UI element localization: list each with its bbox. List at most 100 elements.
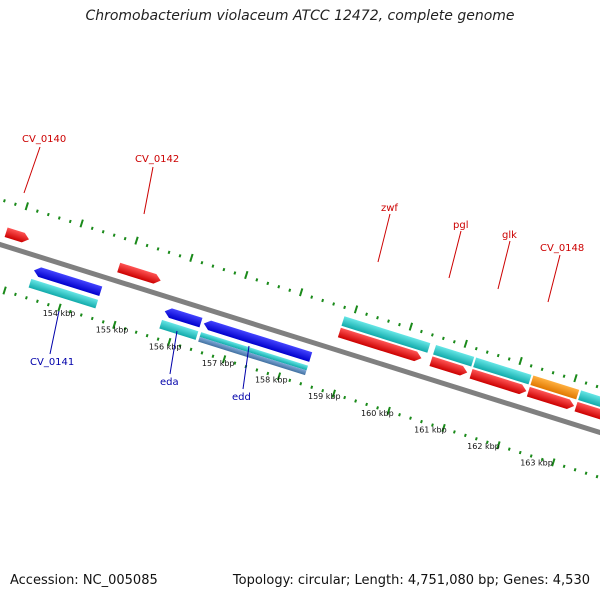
inner-tick-mark [496,441,501,450]
outer-tick-mark [496,353,500,358]
kbp-tick-label: 154 kbp [43,309,76,318]
label-cv0140: CV_0140 [22,134,66,145]
inner-tick-mark [420,419,423,424]
outer-tick-mark [551,371,555,375]
outer-tick-mark [244,270,249,280]
kbp-tick-label: 156 kbp [149,342,182,351]
inner-tick-mark [57,303,62,312]
outer-tick-mark [3,199,6,203]
gene-glk[interactable] [469,368,528,396]
outer-tick-mark [584,381,588,385]
outer-tick-mark [167,250,171,255]
outer-tick-mark [321,298,325,303]
inner-tick-mark [221,355,227,364]
inner-tick-mark [46,302,50,307]
inner-tick-mark [200,351,204,355]
outer-tick-mark [178,254,182,258]
inner-tick-mark [178,344,182,348]
map-title: Chromobacterium violaceum ATCC 12472, co… [85,8,515,24]
outer-tick-mark [507,357,511,361]
outer-tick-mark [46,212,50,217]
inner-tick-mark [123,327,127,331]
outer-tick-mark [266,281,270,286]
inner-tick-mark [25,296,28,300]
inner-tick-mark [343,395,347,400]
kbp-tick-label: 162 kbp [467,442,500,451]
inner-tick-mark [101,320,105,324]
inner-tick-mark [584,471,588,475]
cds-end [578,390,600,412]
feature-orange [530,375,580,400]
outer-tick-mark [233,271,237,275]
inner-tick-mark [474,437,478,441]
outer-tick-mark [101,230,105,234]
kbp-tick-label: 158 kbp [255,376,288,385]
inner-tick-mark [507,447,511,451]
label-cv0142: CV_0142 [135,154,179,165]
bottom-leader-lines [49,310,250,390]
inner-tick-mark [562,464,566,469]
outer-tick-mark [485,350,489,354]
gene-eda[interactable] [163,307,203,328]
gene-cv0142[interactable] [117,262,162,286]
inner-tick-mark [68,309,72,314]
inner-tick-mark [167,337,172,347]
inner-tick-mark [134,330,138,334]
inner-tick-mark [14,292,17,297]
outer-tick-mark [573,374,578,383]
gene-zwf[interactable] [337,327,423,363]
kbp-tick-label: 157 kbp [202,359,235,368]
outer-tick-mark [13,202,17,206]
inner-tick-mark [189,347,193,352]
inner-tick-mark [540,457,544,462]
outer-tick-mark [365,312,368,317]
inner-tick-mark [112,320,117,329]
inner-tick-mark [431,423,434,427]
inner-tick-mark [595,474,599,479]
outer-tick-mark [474,346,478,351]
inner-tick-mark [233,361,237,365]
outer-tick-mark [540,367,544,372]
inner-tick-mark [211,354,215,359]
inner-tick-mark [35,299,39,303]
outer-tick-mark [24,202,29,211]
outer-tick-mark [529,364,533,368]
gene-cv0148[interactable] [526,386,576,411]
cds-glk [473,357,532,385]
inner-tick-mark [255,368,259,372]
label-eda: eda [160,377,179,388]
cds-pgl [433,344,475,367]
kbp-tick-labels: 154 kbp 155 kbp 156 kbp 157 kbp 158 kbp 159 k… [43,309,553,468]
outer-tick-mark [387,319,390,323]
gene-pgl[interactable] [429,356,468,377]
genome-summary-text: Topology: circular; Length: 4,751,080 bp… [232,573,590,588]
inner-tick-mark [321,388,325,393]
gene-edd[interactable] [202,319,313,362]
gene-cv0140[interactable] [4,227,31,244]
gene-end[interactable] [574,401,600,426]
outer-tick-mark [68,219,72,224]
inner-tick-mark [529,454,533,458]
inner-tick-mark [288,378,292,383]
outer-tick-mark [332,302,336,306]
outer-tick-mark [189,253,194,262]
kbp-tick-label: 159 kbp [308,392,341,401]
inner-tick-mark [398,413,401,417]
outer-tick-mark [343,305,347,310]
outer-tick-mark [288,288,292,292]
gene-cv0141[interactable] [32,266,103,297]
outer-tick-mark [156,247,160,251]
outer-tick-mark [420,329,423,334]
outer-tick-mark [134,236,139,245]
outer-tick-mark [211,264,215,268]
inner-tick-mark [551,458,556,467]
inner-tick-mark [266,371,270,376]
top-leader-lines [23,146,561,303]
outer-tick-mark [310,295,314,299]
kbp-tick-label: 155 kbp [96,326,129,335]
inner-tick-mark [79,313,83,317]
genome-backbone [0,236,600,445]
inner-tick-mark [156,337,160,341]
outer-tick-mark [200,260,204,265]
